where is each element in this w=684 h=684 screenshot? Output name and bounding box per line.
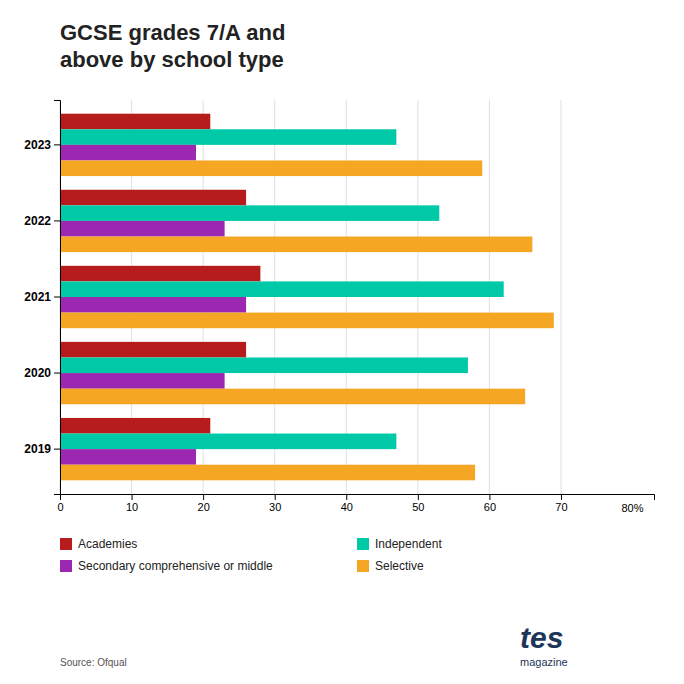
legend-label: Academies bbox=[78, 537, 137, 551]
title-line: above by school type bbox=[60, 47, 284, 72]
tick-label: 2020 bbox=[24, 366, 51, 380]
tick-mark bbox=[275, 494, 276, 500]
tick-label: 2019 bbox=[24, 442, 51, 456]
bar bbox=[60, 373, 225, 389]
bar bbox=[60, 266, 260, 282]
legend-item: Academies bbox=[60, 537, 137, 551]
tick-label: 0 bbox=[57, 501, 63, 513]
tick: 2023 bbox=[24, 138, 60, 152]
axis-line bbox=[61, 495, 655, 501]
bar bbox=[60, 114, 210, 130]
tick-mark bbox=[54, 449, 60, 450]
bar bbox=[60, 160, 482, 176]
tick-label: 2023 bbox=[24, 138, 51, 152]
tick-label: 50 bbox=[412, 501, 424, 513]
legend-label: Independent bbox=[375, 537, 442, 551]
legend-swatch bbox=[357, 538, 369, 550]
tick: 2019 bbox=[24, 442, 60, 456]
bars bbox=[60, 114, 554, 481]
legend-swatch bbox=[60, 538, 72, 550]
bar bbox=[60, 145, 196, 161]
annotation: 80% bbox=[622, 502, 644, 514]
tick-label: 10 bbox=[126, 501, 138, 513]
bar bbox=[60, 297, 246, 313]
bar bbox=[60, 434, 396, 450]
legend-item: Secondary comprehensive or middle bbox=[60, 559, 273, 573]
legend-swatch bbox=[357, 560, 369, 572]
logo-text: tes bbox=[520, 621, 563, 654]
tick-mark bbox=[203, 494, 204, 500]
tick: 2021 bbox=[24, 290, 60, 304]
tick-label: 70 bbox=[555, 501, 567, 513]
grid-line bbox=[560, 100, 561, 494]
y-axis: 2019 2020 2021 2022 2023 bbox=[24, 101, 60, 495]
tick-mark bbox=[346, 494, 347, 500]
title: GCSE grades 7/A andabove by school type bbox=[60, 20, 285, 72]
tick-label: 20 bbox=[198, 501, 210, 513]
axis-line bbox=[54, 101, 61, 495]
x-axis: 0 10 20 30 40 50 60 70 bbox=[57, 494, 654, 513]
tick: 2022 bbox=[24, 214, 60, 228]
bar bbox=[60, 449, 196, 465]
bar bbox=[60, 205, 439, 221]
legend-label: Secondary comprehensive or middle bbox=[78, 559, 273, 573]
legend: Academies Independent Secondary comprehens… bbox=[60, 537, 442, 573]
legend-label: Selective bbox=[375, 559, 424, 573]
title-line: GCSE grades 7/A and bbox=[60, 20, 285, 45]
tick-mark bbox=[489, 494, 490, 500]
legend-swatch bbox=[60, 560, 72, 572]
series bbox=[60, 160, 554, 480]
tick-mark bbox=[561, 494, 562, 500]
bar bbox=[60, 237, 532, 253]
grid bbox=[60, 100, 561, 494]
tick: 20 bbox=[198, 494, 210, 513]
bar bbox=[60, 281, 504, 297]
bar bbox=[60, 465, 475, 481]
legend-item: Independent bbox=[357, 537, 442, 551]
tick-mark bbox=[54, 297, 60, 298]
bar bbox=[60, 221, 225, 237]
legend-item: Selective bbox=[357, 559, 424, 573]
series bbox=[60, 145, 246, 465]
tick-label: 30 bbox=[269, 501, 281, 513]
plot: 0 10 20 30 40 50 60 70 2019 2020 2021 2022 2023 80% bbox=[24, 100, 654, 514]
tick: 50 bbox=[412, 494, 424, 513]
source: Source: Ofqual bbox=[60, 657, 127, 668]
tick-mark bbox=[54, 220, 60, 221]
tick-label: 2022 bbox=[24, 214, 51, 228]
bar bbox=[60, 313, 554, 329]
tick: 2020 bbox=[24, 366, 60, 380]
tick-mark bbox=[54, 373, 60, 374]
bar bbox=[60, 129, 396, 145]
tick: 0 bbox=[57, 494, 63, 513]
tick-label: 60 bbox=[484, 501, 496, 513]
tick-mark bbox=[418, 494, 419, 500]
tick-mark bbox=[132, 494, 133, 500]
tick: 10 bbox=[126, 494, 138, 513]
bar bbox=[60, 418, 210, 434]
tick-label: 2021 bbox=[24, 290, 51, 304]
bar bbox=[60, 357, 468, 373]
logo-text: magazine bbox=[520, 656, 568, 668]
bar bbox=[60, 190, 246, 206]
tick-label: 40 bbox=[341, 501, 353, 513]
tick: 60 bbox=[484, 494, 496, 513]
chart: GCSE grades 7/A andabove by school type 0… bbox=[0, 0, 684, 684]
bar bbox=[60, 389, 525, 405]
bar bbox=[60, 342, 246, 358]
tick-mark bbox=[54, 144, 60, 145]
tick: 30 bbox=[269, 494, 281, 513]
tick: 70 bbox=[555, 494, 567, 513]
tick: 40 bbox=[341, 494, 353, 513]
